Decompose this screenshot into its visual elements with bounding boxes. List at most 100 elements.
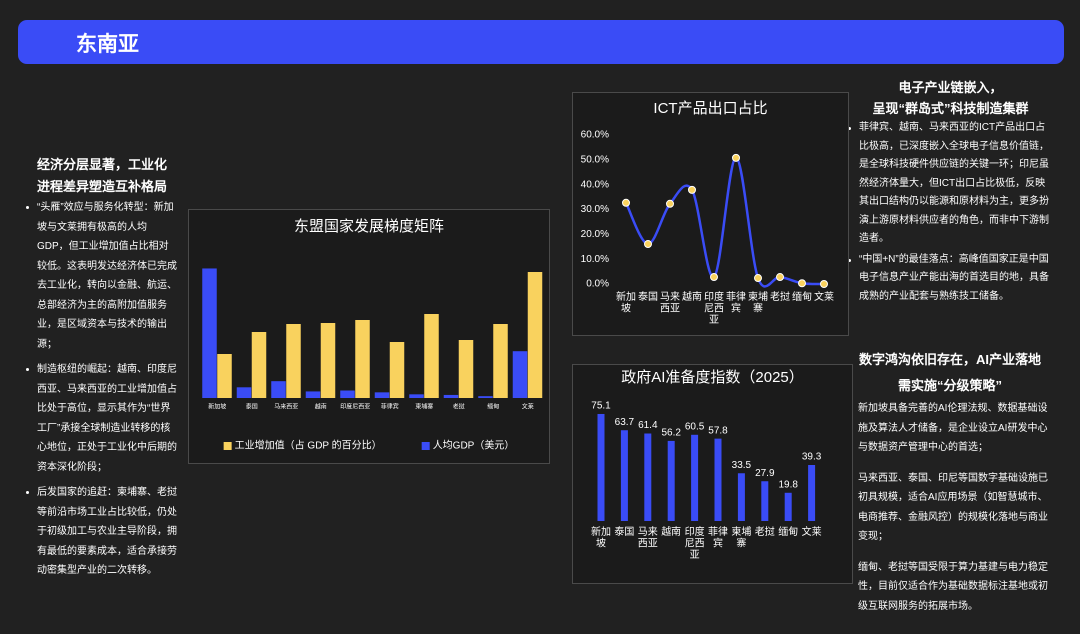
- section-heading: 经济分层显著，工业化 进程差异塑造互补格局: [26, 154, 178, 198]
- x-tick-label: 文莱: [802, 525, 822, 538]
- y-tick-label: 20.0%: [581, 229, 609, 240]
- y-tick-label: 30.0%: [581, 204, 609, 215]
- x-tick-label: 柬埔寨: [415, 403, 433, 411]
- legend-label: 人均GDP（美元）: [433, 439, 515, 452]
- bar: [409, 394, 424, 398]
- y-tick-label: 50.0%: [581, 154, 609, 165]
- chart-title: ICT产品出口占比: [653, 100, 767, 117]
- data-label: 75.1: [591, 401, 611, 412]
- bar: [217, 354, 232, 398]
- x-tick-label: 老挝: [770, 290, 790, 303]
- bullet-item: “中国+N”的最佳落点：高峰值国家正是中国电子信息产业产能出海的首选目的地，具备…: [848, 251, 1053, 307]
- bullet-list: “头雁”效应与服务化转型：新加坡与文莱拥有极高的人均GDP，但工业增加值占比相对…: [26, 198, 178, 581]
- right-top-column: 电子产业链嵌入， 呈现“群岛式”科技制造集群菲律宾、越南、马来西亚的ICT产品出口…: [848, 77, 1053, 308]
- chart-title: 政府AI准备度指数（2025）: [621, 369, 804, 386]
- heading-line: 电子产业链嵌入，: [898, 80, 1003, 95]
- data-label: 63.7: [615, 417, 635, 428]
- bar: [251, 332, 267, 398]
- data-label: 61.4: [638, 420, 658, 431]
- bar: [340, 390, 355, 398]
- x-tick-label: 越南: [315, 403, 327, 411]
- x-tick-label: 马来西亚: [274, 403, 298, 411]
- x-tick-label: 越南: [682, 290, 702, 303]
- legend-swatch: [421, 442, 430, 450]
- x-tick-label: 菲律宾: [726, 290, 746, 315]
- line-point: [820, 280, 828, 288]
- bar: [305, 391, 321, 398]
- bar: [320, 323, 336, 398]
- bar: [286, 324, 301, 398]
- bullet-item: “头雁”效应与服务化转型：新加坡与文莱拥有极高的人均GDP，但工业增加值占比相对…: [26, 198, 178, 354]
- data-label: 60.5: [685, 421, 705, 432]
- line-point: [622, 198, 630, 207]
- y-tick-label: 60.0%: [581, 130, 609, 141]
- bar: [478, 396, 493, 398]
- line-point: [732, 153, 740, 162]
- left-column: 经济分层显著，工业化 进程差异塑造互补格局 “头雁”效应与服务化转型：新加坡与文莱拥…: [26, 154, 178, 587]
- right-bottom-column: 数字鸿沟依旧存在，AI产业落地 需实施“分级策略” 新加坡具备完善的AI伦理法规、数…: [844, 347, 1056, 627]
- x-tick-label: 柬埔寨: [748, 290, 768, 315]
- bar: [597, 413, 605, 521]
- line-point: [776, 273, 784, 282]
- x-tick-label: 越南: [661, 525, 681, 538]
- bar: [374, 392, 390, 398]
- x-tick-label: 缅甸: [778, 525, 798, 538]
- x-tick-label: 柬埔寨: [731, 525, 751, 550]
- x-tick-label: 缅甸: [792, 290, 812, 303]
- bar: [737, 473, 745, 521]
- bar: [761, 481, 769, 521]
- bar: [714, 438, 722, 521]
- legend-label: 工业增加值（占 GDP 的百分比）: [235, 439, 382, 452]
- chart-title: 东盟国家发展梯度矩阵: [294, 218, 444, 235]
- x-tick-label: 印度尼西亚: [340, 403, 370, 411]
- header-bar: 东南亚: [18, 20, 1064, 64]
- bullet-item: 菲律宾、越南、马来西亚的ICT产品出口占比极高，已深度嵌入全球电子信息价值链，是…: [848, 119, 1053, 249]
- bar: [493, 324, 508, 398]
- page-title: 东南亚: [76, 33, 139, 56]
- data-label: 39.3: [802, 452, 822, 463]
- x-tick-label: 印度尼西亚: [704, 290, 724, 326]
- section-heading: 数字鸿沟依旧存在，AI产业落地 需实施“分级策略”: [844, 347, 1056, 399]
- bar: [458, 340, 474, 398]
- bullet-list: 新加坡具备完善的AI伦理法规、数据基础设施及算法人才储备，是企业设立AI研发中心…: [844, 399, 1056, 616]
- bar: [389, 342, 405, 398]
- x-tick-label: 泰国: [246, 403, 258, 411]
- line-point: [754, 274, 762, 283]
- data-label: 27.9: [755, 468, 775, 479]
- bar: [644, 433, 652, 521]
- line-point: [798, 279, 806, 288]
- bar: [527, 272, 543, 398]
- chart: 政府AI准备度指数（2025） 新加坡泰国 马来西亚越南 印度尼西亚菲律宾柬埔寨老挝缅…: [572, 364, 853, 584]
- heading-line: 经济分层显著，工业化: [36, 157, 167, 172]
- bullet-item: 制造枢纽的崛起：越南、印度尼西亚、马来西亚的工业增加值占比处于高位，显示其作为“…: [26, 360, 178, 477]
- x-tick-label: 缅甸: [487, 403, 499, 411]
- x-tick-label: 新加坡: [208, 403, 226, 411]
- heading-line: 呈现“群岛式”科技制造集群: [872, 101, 1029, 116]
- bullet-list: 菲律宾、越南、马来西亚的ICT产品出口占比极高，已深度嵌入全球电子信息价值链，是…: [848, 119, 1053, 306]
- x-tick-label: 泰国: [614, 525, 634, 538]
- x-tick-label: 马来西亚: [638, 526, 658, 550]
- data-label: 33.5: [732, 460, 752, 471]
- bullet-item: 后发国家的追赶：柬埔寨、老挝等前沿市场工业占比较低，仍处于初级加工与农业主导阶段…: [26, 483, 178, 581]
- bar: [620, 430, 628, 521]
- x-tick-label: 文莱: [522, 403, 534, 411]
- line-point: [644, 240, 652, 249]
- bar: [202, 268, 217, 398]
- x-tick-label: 菲律宾: [708, 525, 728, 550]
- x-tick-label: 新加坡: [591, 525, 611, 550]
- bar: [784, 492, 792, 521]
- y-tick-label: 10.0%: [581, 254, 609, 265]
- x-tick-label: 印度尼西亚: [685, 525, 705, 561]
- heading-line: 数字鸿沟依旧存在，AI产业落地: [858, 352, 1041, 367]
- data-label: 57.8: [708, 425, 728, 436]
- bar: [691, 434, 699, 521]
- section-heading: 电子产业链嵌入， 呈现“群岛式”科技制造集群: [848, 77, 1053, 119]
- x-tick-label: 菲律宾: [381, 403, 399, 411]
- bullet-item: 缅甸、老挝等国受限于算力基建与电力稳定性，目前仅适合作为基础数据标注基地或初级互…: [844, 558, 1056, 617]
- line: [624, 156, 825, 288]
- bar: [443, 394, 459, 398]
- x-tick-label: 老挝: [453, 403, 465, 411]
